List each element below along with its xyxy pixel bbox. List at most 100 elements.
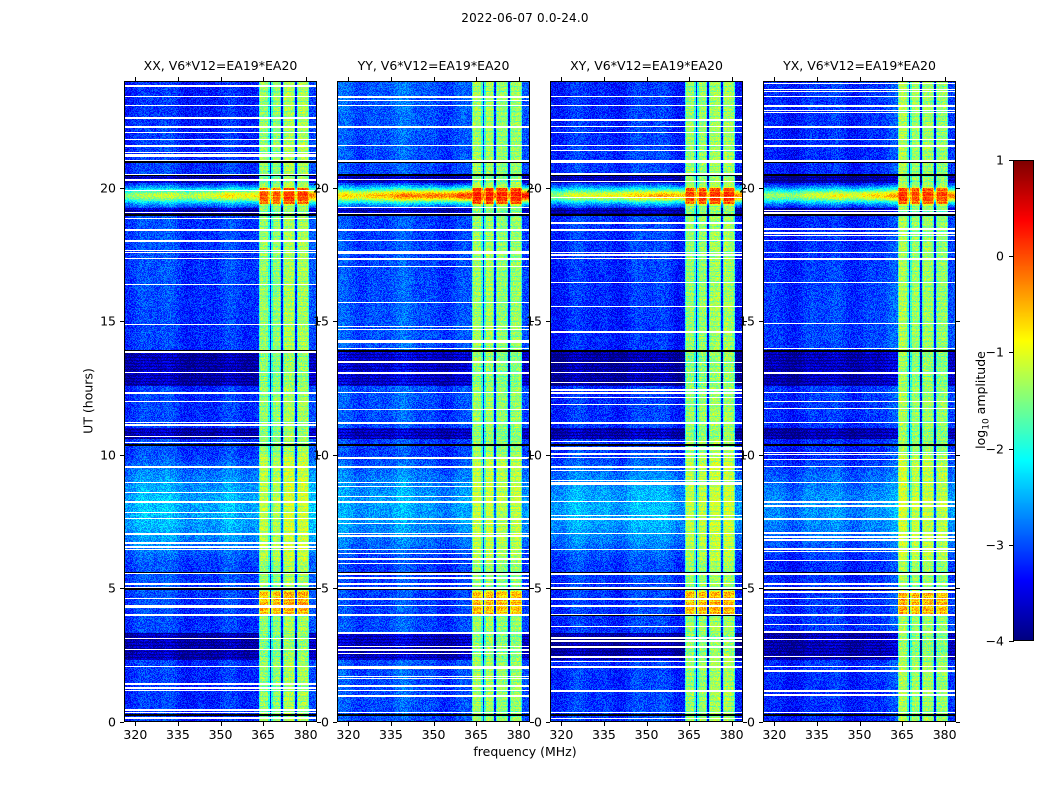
x-tick [689,722,691,726]
x-tick-label: 350 [847,727,872,742]
y-tick-label: 20 [739,180,755,196]
x-tick [135,722,137,726]
x-tick [476,722,478,726]
y-tick-right [743,187,747,189]
spectrum-panel-yx[interactable]: YX, V6*V12=EA19*EA20 320 335 350 365 380 0 5 10 1… [739,58,960,742]
colorbar-tick-label: −3 [985,537,1004,553]
x-tick [944,722,946,726]
x-tick-label: 335 [165,727,190,742]
x-tick [390,722,392,726]
x-tick-label: 365 [890,727,914,742]
x-tick-label: 350 [208,727,233,742]
panel-title-yy: YY, V6*V12=EA19*EA20 [357,58,510,73]
y-tick-right [530,722,534,723]
y-tick-right [956,321,960,323]
y-tick [546,187,550,189]
x-tick [561,722,563,726]
y-tick-right [317,321,321,323]
x-tick-top [774,77,776,81]
colorbar[interactable] [1013,160,1034,641]
x-tick-top [731,77,733,81]
colorbar-tick [1009,448,1014,450]
y-tick-label: 10 [313,447,329,463]
y-tick [120,187,124,189]
x-tick-label: 365 [464,727,488,742]
y-tick-right [530,187,534,189]
y-tick-right [317,454,321,456]
spectrum-image-xy [550,81,743,722]
y-tick-right [956,722,960,723]
x-tick [177,722,179,726]
colorbar-label-prefix: log [972,429,988,449]
y-tick-label: 20 [313,180,329,196]
x-tick-top [348,77,350,81]
colorbar-tick-label: 0 [996,248,1004,264]
y-tick-right [317,588,321,590]
y-tick [759,588,763,590]
x-tick-label: 350 [421,727,446,742]
y-tick [120,321,124,323]
colorbar-tick [1009,352,1014,354]
x-tick-top [902,77,904,81]
x-tick-top [135,77,137,81]
y-tick-right [317,187,321,189]
y-tick-label: 0 [321,714,329,730]
y-tick-right [956,454,960,456]
x-tick [220,722,222,726]
y-tick [759,321,763,323]
y-tick [546,588,550,590]
x-tick-top [944,77,946,81]
y-tick-right [743,454,747,456]
x-tick [603,722,605,726]
x-tick-label: 335 [804,727,829,742]
y-tick-label: 15 [526,313,542,329]
y-tick [333,187,337,189]
x-tick [348,722,350,726]
colorbar-tick-label: −4 [985,633,1004,649]
y-tick-label: 10 [100,447,116,463]
y-tick [333,588,337,590]
y-tick-label: 20 [100,180,116,196]
y-axis-label: UT (hours) [80,368,96,434]
panel-title-yx: YX, V6*V12=EA19*EA20 [783,58,936,73]
x-tick-label: 380 [719,727,744,742]
spectrum-image-yy [337,81,530,722]
x-tick [433,722,435,726]
y-tick-right [530,588,534,590]
y-tick-label: 0 [747,714,755,730]
x-tick-label: 350 [634,727,659,742]
spectrum-panel-xy[interactable]: XY, V6*V12=EA19*EA20 320 335 350 365 380 0 5 10 1… [526,58,747,742]
y-tick-label: 10 [526,447,542,463]
colorbar-tick [1009,256,1014,258]
colorbar-tick-label: −2 [985,441,1004,457]
spectrum-panel-xx[interactable]: XX, V6*V12=EA19*EA20 320 335 350 365 380 0 5 10 1… [100,58,321,742]
y-tick-label: 20 [526,180,542,196]
x-tick-top [518,77,520,81]
panel-title-xx: XX, V6*V12=EA19*EA20 [143,58,298,73]
spectrum-panel-yy[interactable]: YY, V6*V12=EA19*EA20 320 335 350 365 380 0 5 10 1… [313,58,534,742]
x-tick-top [476,77,478,81]
y-tick-right [530,321,534,323]
y-tick-right [956,588,960,590]
colorbar-label-subscript: 10 [981,418,992,430]
y-tick-right [317,722,321,723]
x-tick-top [646,77,648,81]
y-tick-label: 0 [108,714,116,730]
colorbar-gradient [1013,160,1034,641]
x-tick-label: 380 [932,727,957,742]
spectrum-image-yx [763,81,956,722]
y-tick-label: 15 [100,313,116,329]
x-tick-top [305,77,307,81]
spectrum-image-xx [124,81,317,722]
y-tick [759,722,763,723]
x-tick [305,722,307,726]
y-tick-label: 15 [739,313,755,329]
x-tick-label: 335 [591,727,616,742]
panel-title-xy: XY, V6*V12=EA19*EA20 [570,58,723,73]
y-tick-right [956,187,960,189]
x-tick-top [859,77,861,81]
colorbar-tick [1009,641,1014,642]
y-tick [546,722,550,723]
y-tick [333,321,337,323]
